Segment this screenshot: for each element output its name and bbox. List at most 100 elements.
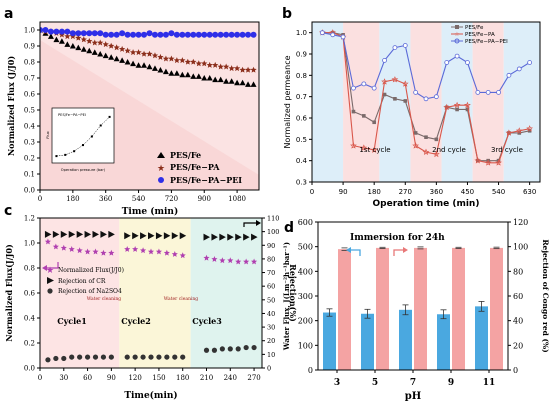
point-rejection-na2so4 [164, 354, 170, 360]
point-pes-fe-pa-pei [516, 66, 522, 72]
point-pes-fe-pa-pei [91, 30, 98, 37]
point-pes-fe-pa [223, 63, 230, 70]
point-pes-fe-pa [217, 63, 224, 70]
point-pes-fe [517, 131, 522, 135]
panel-c-letter: c [4, 203, 12, 219]
point-rejection-na2so4 [77, 354, 83, 360]
panel-c: c 0 30 60 90 120 150 180 210 240 270 0.0 0.2 0.4 0.6 0… [4, 203, 298, 401]
y-tick-label: 0.2 [24, 340, 35, 348]
point-normalized-flux [179, 252, 186, 259]
point-pes-fe [179, 71, 186, 78]
cleaning-label-1: Water cleaning [87, 296, 122, 302]
y-tick-label: 0.5 [296, 136, 307, 144]
point-pes-fe [113, 55, 120, 62]
point-pes-fe-pa-pei [402, 43, 408, 48]
y-tick-label: 0.3 [24, 139, 35, 147]
point-pes-fe-pa [129, 49, 137, 56]
point-pes-fe [455, 107, 459, 112]
y-tick-label: 300 [298, 292, 313, 301]
point-pes-fe [124, 59, 131, 65]
panel-b-frame [311, 21, 541, 183]
x-tick-label: 9 [448, 378, 454, 388]
y-tick-label: 0.7 [296, 93, 307, 101]
point-pes-fe-pa-pei [141, 31, 148, 38]
point-pes-fe-pa-pei [119, 30, 126, 37]
point-pes-fe-pa [495, 159, 502, 166]
y2-tick-label: 100 [267, 228, 279, 236]
point-pes-fe-pa-pei [413, 90, 419, 95]
y-tick-label: 0.6 [24, 290, 36, 298]
y-tick-label: 1.0 [24, 240, 35, 248]
panel-b-xlabel: Operation time (min) [373, 199, 480, 209]
y-tick-label: 0.9 [296, 51, 307, 59]
point-normalized-flux [76, 247, 83, 254]
point-rejection-cr [171, 232, 179, 240]
y2-tick-label: 40 [267, 310, 275, 318]
x-tick-label: 150 [152, 374, 165, 382]
inset-point [108, 115, 111, 118]
point-pes-fe-pa [228, 65, 235, 72]
point-pes-fe-pa [233, 65, 241, 72]
x-tick-label: 180 [367, 188, 380, 196]
bar-water-flux [437, 314, 450, 370]
point-rejection-na2so4 [140, 354, 146, 360]
point-pes-fe-pa [515, 127, 523, 134]
y2-tick-label: 20 [267, 337, 275, 345]
point-pes-fe-pa [381, 78, 388, 85]
point-normalized-flux [243, 258, 250, 265]
point-pes-fe [157, 67, 164, 73]
y-tick-label: 0.6 [24, 91, 36, 99]
point-rejection-cr [76, 230, 84, 238]
point-pes-fe [190, 73, 197, 79]
x-tick-label: 120 [128, 374, 141, 382]
point-pes-fe [201, 75, 208, 81]
legend-b-marker-2: ☆ [454, 31, 459, 38]
legend-c-marker-2 [47, 277, 54, 284]
x-tick-label: 90 [339, 188, 348, 196]
bar-rejection-cr [452, 247, 465, 370]
point-rejection-cr [60, 230, 68, 238]
point-pes-fe-pa [184, 58, 191, 65]
point-rejection-na2so4 [124, 354, 130, 360]
point-rejection-cr [179, 232, 187, 240]
x-tick-label: 360 [99, 195, 112, 203]
y-tick-label: 400 [298, 267, 313, 276]
point-pes-fe-pa [97, 39, 104, 46]
bar-rejection-cr [490, 247, 503, 370]
x-tick-label: 30 [59, 374, 68, 382]
point-pes-fe-pa [250, 66, 257, 73]
point-normalized-flux [132, 246, 139, 252]
point-normalized-flux [251, 258, 258, 265]
legend-a-label-2: PES/Fe−PA [170, 162, 220, 172]
point-pes-fe-pa-pei [53, 28, 60, 35]
point-pes-fe [53, 36, 60, 43]
panel-c-y2label: Rejection(%) [288, 264, 298, 322]
point-pes-fe-pa-pei [319, 30, 325, 36]
y2-tick-label: 60 [267, 283, 275, 291]
bar-water-flux [323, 312, 336, 370]
point-pes-fe-pa-pei [527, 60, 533, 65]
point-pes-fe-pa [86, 37, 93, 44]
panel-a-inset: PES/Fe−PA−PEI Operation pressure (bar) F… [46, 107, 115, 172]
point-pes-fe-pa-pei [157, 31, 164, 38]
point-pes-fe-pa [157, 53, 164, 60]
point-pes-fe [119, 57, 126, 63]
x-tick-label: 11 [483, 378, 496, 388]
left-axis-arrow [46, 262, 59, 269]
y-tick-label: 1.0 [24, 27, 35, 35]
panel-d-xlabel: pH [405, 391, 421, 402]
point-pes-fe-pa [140, 50, 148, 57]
point-pes-fe-pa [484, 159, 492, 166]
inset-point [82, 144, 84, 147]
inset-ylabel: Flux [46, 130, 50, 138]
point-rejection-na2so4 [203, 347, 210, 353]
legend-c-marker-3 [47, 288, 53, 294]
point-pes-fe-pa-pei [47, 28, 54, 35]
inset-point [99, 124, 102, 127]
point-pes-fe [351, 109, 356, 114]
point-pes-fe-pa [201, 60, 208, 67]
point-pes-fe-pa-pei [223, 31, 230, 38]
point-pes-fe [151, 65, 158, 71]
point-pes-fe-pa-pei [201, 31, 208, 38]
point-pes-fe-pa-pei [250, 31, 257, 38]
